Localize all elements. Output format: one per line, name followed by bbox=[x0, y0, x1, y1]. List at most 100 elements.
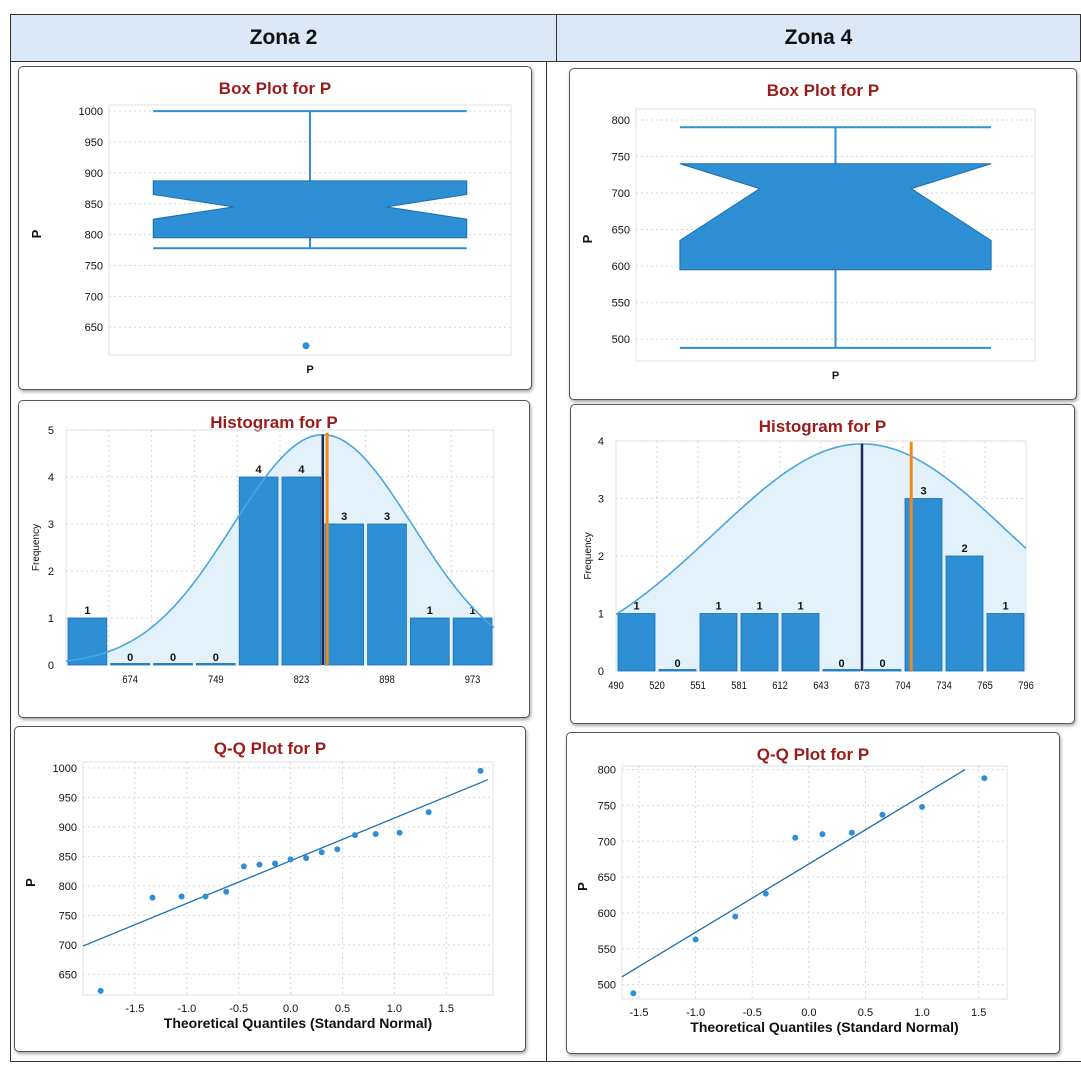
qq-point bbox=[334, 846, 341, 853]
outlier-point bbox=[302, 342, 310, 350]
bar-value-label: 0 bbox=[838, 658, 844, 670]
bar-value-label: 1 bbox=[427, 605, 433, 617]
bar-value-label: 0 bbox=[213, 652, 219, 664]
qq-point bbox=[425, 809, 432, 816]
y-tick-label: 4 bbox=[48, 472, 54, 484]
bar-value-label: 3 bbox=[341, 511, 347, 523]
histogram-bar bbox=[195, 663, 236, 666]
chart-svg: Histogram for P 4 3 2 1 0 Frequency 1 0 1 1 1 0 0 3 2 1 4… bbox=[583, 417, 1034, 692]
bar-value-label: 3 bbox=[384, 511, 390, 523]
y-tick-label: 550 bbox=[612, 298, 630, 310]
bar-value-label: 3 bbox=[920, 486, 926, 498]
y-axis-label: P bbox=[29, 229, 44, 238]
x-tick-label: 0.5 bbox=[335, 1003, 350, 1015]
y-tick-label: 1 bbox=[598, 609, 604, 621]
x-tick-label: 1.5 bbox=[971, 1007, 986, 1019]
x-tick-label: -1.0 bbox=[177, 1003, 196, 1015]
notched-box bbox=[679, 163, 992, 271]
grid-left-border bbox=[10, 14, 11, 1062]
qq-point bbox=[981, 775, 988, 782]
qq-plot-zona-2-panel: Q-Q Plot for P 1000 950 900 850 800 750 700 650 -… bbox=[14, 726, 526, 1052]
histogram-bar bbox=[281, 476, 322, 666]
qq-point bbox=[477, 767, 484, 774]
box-plot-zona-2-panel: Box Plot for P 1000 950 900 850 800 750 700 650 P… bbox=[18, 66, 532, 390]
chart-title: Histogram for P bbox=[759, 417, 887, 436]
y-tick-label: 650 bbox=[59, 969, 77, 981]
x-tick-label: 823 bbox=[294, 674, 310, 686]
notched-box bbox=[152, 180, 468, 239]
qq-point bbox=[792, 834, 799, 841]
bar-value-label: 1 bbox=[797, 601, 803, 613]
qq-point bbox=[692, 936, 699, 943]
qq-point bbox=[149, 894, 156, 901]
y-tick-label: 500 bbox=[598, 980, 616, 992]
x-tick-label: 796 bbox=[1018, 680, 1034, 692]
x-tick-label: -1.5 bbox=[630, 1007, 649, 1019]
bar-value-label: 0 bbox=[674, 658, 680, 670]
x-tick-label: 749 bbox=[208, 674, 224, 686]
histogram-bar bbox=[153, 663, 193, 666]
histogram-bar bbox=[699, 613, 738, 672]
x-tick-label: 520 bbox=[649, 680, 665, 692]
grid-center-divider bbox=[546, 62, 547, 1062]
y-tick-label: 1000 bbox=[53, 763, 77, 775]
x-axis-label: Theoretical Quantiles (Standard Normal) bbox=[690, 1019, 958, 1035]
y-tick-label: 950 bbox=[85, 137, 103, 149]
chart-title: Histogram for P bbox=[210, 413, 338, 432]
histogram-bar bbox=[324, 523, 364, 666]
plot-area bbox=[635, 108, 1036, 362]
histogram-bar bbox=[658, 669, 697, 672]
y-tick-label: 750 bbox=[612, 151, 630, 163]
y-tick-label: 750 bbox=[598, 800, 616, 812]
x-tick-label: -0.5 bbox=[229, 1003, 248, 1015]
qq-point bbox=[318, 849, 325, 856]
y-tick-label: 600 bbox=[598, 908, 616, 920]
qq-point bbox=[272, 860, 279, 867]
histogram-bar bbox=[822, 669, 861, 672]
qq-point bbox=[848, 829, 855, 836]
y-tick-label: 1000 bbox=[79, 106, 103, 118]
grid-bottom-border bbox=[10, 1061, 1081, 1062]
histogram-bar bbox=[781, 613, 820, 672]
bar-value-label: 1 bbox=[84, 605, 90, 617]
y-tick-label: 0 bbox=[598, 666, 604, 678]
qq-point bbox=[287, 856, 294, 863]
chart-title: Box Plot for P bbox=[767, 81, 879, 100]
x-tick-label: 898 bbox=[379, 674, 395, 686]
x-axis-label: Theoretical Quantiles (Standard Normal) bbox=[164, 1015, 432, 1031]
y-tick-label: 2 bbox=[598, 551, 604, 563]
histogram-bar bbox=[452, 617, 493, 666]
box-plot-zona-4-panel: Box Plot for P 800 750 700 650 600 550 500 P P bbox=[569, 68, 1077, 400]
y-tick-label: 700 bbox=[612, 188, 630, 200]
reference-line bbox=[621, 769, 966, 978]
x-tick-label: 765 bbox=[977, 680, 993, 692]
y-tick-label: 550 bbox=[598, 944, 616, 956]
x-axis-label: P bbox=[306, 364, 313, 376]
y-tick-label: 850 bbox=[85, 199, 103, 211]
plot-area bbox=[82, 761, 494, 996]
x-tick-label: -1.5 bbox=[125, 1003, 144, 1015]
qq-point bbox=[372, 830, 379, 837]
qq-point bbox=[762, 890, 769, 897]
x-tick-label: -1.0 bbox=[686, 1007, 705, 1019]
x-tick-label: 0.0 bbox=[801, 1007, 816, 1019]
histogram-zona-2-panel: Histogram for P 5 4 3 2 1 0 Frequency 1 0 0 0 4 4 3 3 1 1… bbox=[18, 400, 530, 718]
histogram-zona-4-panel: Histogram for P 4 3 2 1 0 Frequency 1 0 1 1 1 0 0 3 2 1 4… bbox=[570, 404, 1075, 724]
qq-point bbox=[630, 990, 637, 997]
bar-value-label: 1 bbox=[715, 601, 721, 613]
y-tick-label: 650 bbox=[85, 322, 103, 334]
x-tick-label: -0.5 bbox=[743, 1007, 762, 1019]
y-tick-label: 0 bbox=[48, 660, 54, 672]
chart-svg: Q-Q Plot for P 800 750 700 650 600 550 500 -1.5 -… bbox=[575, 745, 1008, 1035]
x-tick-label: 0.5 bbox=[858, 1007, 873, 1019]
qq-point bbox=[351, 832, 358, 839]
y-tick-label: 5 bbox=[48, 425, 54, 437]
qq-point bbox=[732, 913, 739, 920]
y-axis-label: P bbox=[580, 234, 595, 243]
y-tick-label: 750 bbox=[85, 260, 103, 272]
y-tick-label: 800 bbox=[59, 881, 77, 893]
x-tick-label: 0.0 bbox=[283, 1003, 298, 1015]
qq-point bbox=[919, 803, 926, 810]
chart-svg: Box Plot for P 800 750 700 650 600 550 500 P P bbox=[580, 81, 1036, 382]
